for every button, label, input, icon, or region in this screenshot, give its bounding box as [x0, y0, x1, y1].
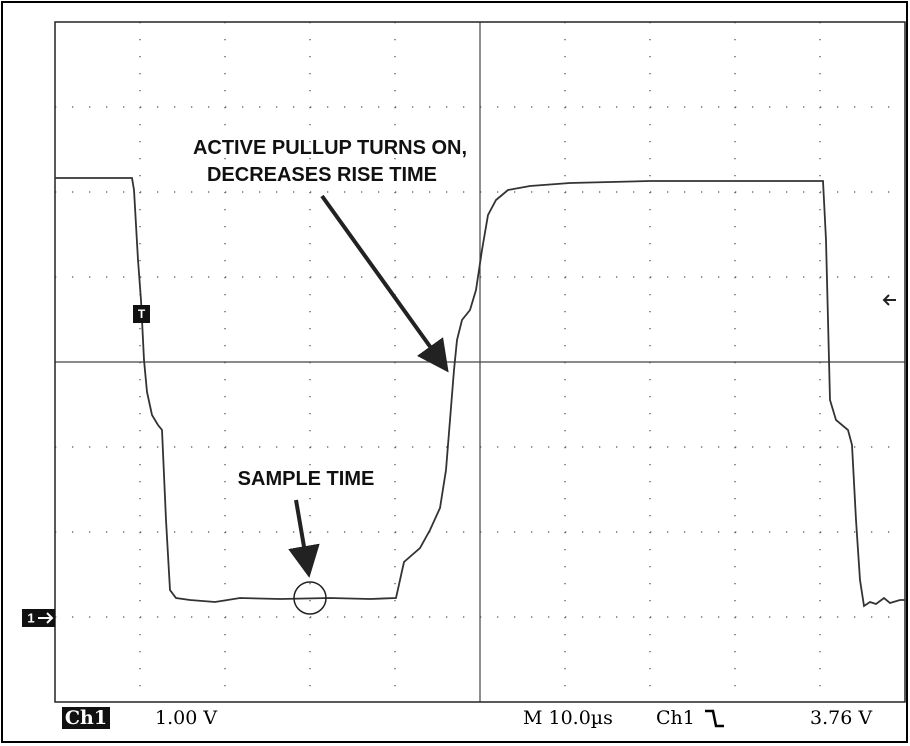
channel: Ch1: [65, 707, 107, 729]
sample-circle: [293, 581, 327, 615]
waveform: [55, 177, 905, 608]
pullup-arrow: [320, 194, 449, 373]
trigger-marker: [133, 305, 150, 323]
trigger-source: Ch1: [656, 707, 695, 729]
trigger-level: 3.76 V: [810, 707, 872, 729]
annotation: ACTIVE PULLUP TURNS ON,: [193, 137, 467, 159]
sample-arrow: [288, 499, 320, 578]
annotation: SAMPLE TIME: [238, 468, 375, 490]
channel-marker-label: 1: [27, 610, 34, 625]
graticule-border: [54, 21, 906, 703]
falling-edge-icon: [705, 709, 724, 728]
level-arrow: [882, 294, 896, 306]
trigger-marker-label: T: [138, 307, 146, 321]
timebase: M 10.0µs: [523, 707, 613, 729]
scale: 1.00 V: [155, 707, 217, 729]
channel-arrow: [38, 612, 54, 624]
annotation: DECREASES RISE TIME: [207, 164, 437, 186]
channel-box: [62, 707, 110, 729]
